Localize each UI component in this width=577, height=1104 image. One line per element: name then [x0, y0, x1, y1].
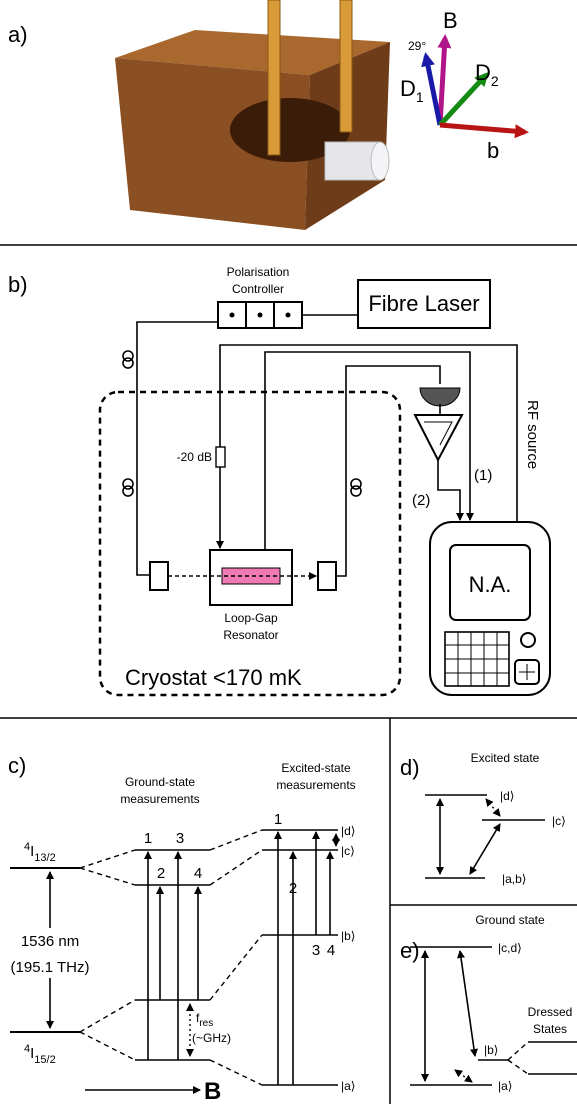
figure-circle — [258, 313, 263, 318]
figure-path — [137, 322, 218, 575]
state-label: |c⟩ — [552, 814, 566, 828]
heading: Ground-state — [125, 775, 195, 789]
component-label: Fibre Laser — [368, 291, 479, 316]
panel-label: e) — [400, 938, 420, 963]
splitting-note: (~GHz) — [192, 1031, 231, 1045]
figure-line — [440, 38, 445, 125]
figure-rect — [150, 562, 168, 590]
figure-line — [486, 799, 500, 816]
transition-label: 4 — [194, 865, 202, 882]
figure-line — [455, 1070, 472, 1082]
component-label: RF source — [524, 400, 541, 469]
figure-rect — [222, 568, 280, 584]
figure-rect — [268, 0, 280, 155]
state-label: |c,d⟩ — [498, 941, 522, 955]
figure-line — [460, 951, 475, 1056]
page: Figure { "panel_a": {"label": "a)", "axe… — [0, 0, 577, 1104]
figure-path — [519, 664, 535, 680]
axis-label: B — [443, 8, 458, 33]
wavelength: 1536 nm — [21, 933, 79, 950]
figure-path — [135, 830, 338, 1085]
manifold-label: 4I13/2 — [24, 841, 56, 864]
figure-rect — [100, 392, 400, 695]
heading: measurements — [120, 792, 199, 806]
state-label: |c⟩ — [341, 844, 355, 858]
state-label: |a,b⟩ — [502, 872, 526, 886]
transition-label: 4 — [327, 942, 335, 959]
figure-path — [80, 830, 262, 1085]
state-label: |d⟩ — [500, 789, 514, 803]
axis-label: b — [487, 138, 499, 163]
heading: Excited state — [471, 751, 540, 765]
heading: measurements — [276, 778, 355, 792]
figure-circle — [351, 486, 361, 496]
component-label: Cryostat <170 mK — [125, 665, 302, 690]
sub: 13/2 — [34, 852, 55, 864]
figure: a) B 29° D1 D2 b b) Polarisation Control… — [0, 0, 577, 1104]
figure-line — [470, 824, 500, 874]
component-label: -20 dB — [177, 450, 212, 464]
transition-label: 3 — [176, 830, 184, 847]
component-label: Controller — [232, 282, 284, 296]
component-label: Polarisation — [227, 265, 290, 279]
angle-label: 29° — [408, 39, 426, 53]
figure-rect — [318, 562, 336, 590]
axis-main: D — [475, 60, 491, 85]
sub: 15/2 — [34, 1054, 55, 1066]
axis-label: D1 — [400, 76, 424, 105]
field-label: B — [204, 1078, 221, 1104]
body: a) B 29° D1 D2 b b) Polarisation Control… — [0, 0, 577, 1104]
figure-circle — [521, 633, 535, 647]
transition-label: 1 — [274, 811, 282, 828]
transition-label: 3 — [312, 942, 320, 959]
figure-path — [420, 388, 460, 406]
transition-label: 2 — [289, 880, 297, 897]
figure-circle — [123, 358, 133, 368]
panel-label: d) — [400, 755, 420, 780]
transition-label: 2 — [157, 865, 165, 882]
state-label: |a⟩ — [341, 1079, 355, 1093]
panel-label: b) — [8, 272, 28, 297]
figure-path — [425, 795, 545, 878]
figure-line — [426, 56, 440, 125]
figure-rect — [430, 522, 550, 695]
state-label: |a⟩ — [498, 1079, 512, 1093]
figure-path — [445, 632, 509, 686]
transition-label: 1 — [144, 830, 152, 847]
figure-rect — [216, 447, 225, 467]
figure-path — [508, 1042, 528, 1074]
annotation: Dressed — [528, 1005, 573, 1019]
axis-sub: 2 — [491, 73, 499, 89]
figure-circle — [230, 313, 235, 318]
state-label: |b⟩ — [484, 1043, 498, 1057]
component-label: Loop-Gap — [224, 611, 278, 625]
figure-path — [438, 460, 460, 520]
manifold-label: 4I15/2 — [24, 1043, 56, 1066]
figure-rect — [340, 0, 352, 132]
sub: res — [199, 1018, 213, 1029]
component-label: Resonator — [223, 628, 278, 642]
component-label: N.A. — [469, 572, 512, 597]
panel-label: c) — [8, 753, 26, 778]
panel-label: a) — [8, 22, 28, 47]
path-label: (2) — [412, 492, 430, 509]
heading: Ground state — [475, 913, 545, 927]
figure-ellipse — [371, 142, 389, 180]
axis-sub: 1 — [416, 89, 424, 105]
axis-label: D2 — [475, 60, 499, 89]
state-label: |d⟩ — [341, 824, 355, 838]
path-label: (1) — [474, 467, 492, 484]
state-label: |b⟩ — [341, 929, 355, 943]
frequency: (195.1 THz) — [11, 959, 90, 976]
figure-circle — [286, 313, 291, 318]
figure-circle — [123, 486, 133, 496]
splitting-label: fres — [196, 1011, 213, 1029]
heading: Excited-state — [281, 761, 351, 775]
annotation: States — [533, 1022, 567, 1036]
figure-line — [440, 125, 525, 132]
axis-main: D — [400, 76, 416, 101]
